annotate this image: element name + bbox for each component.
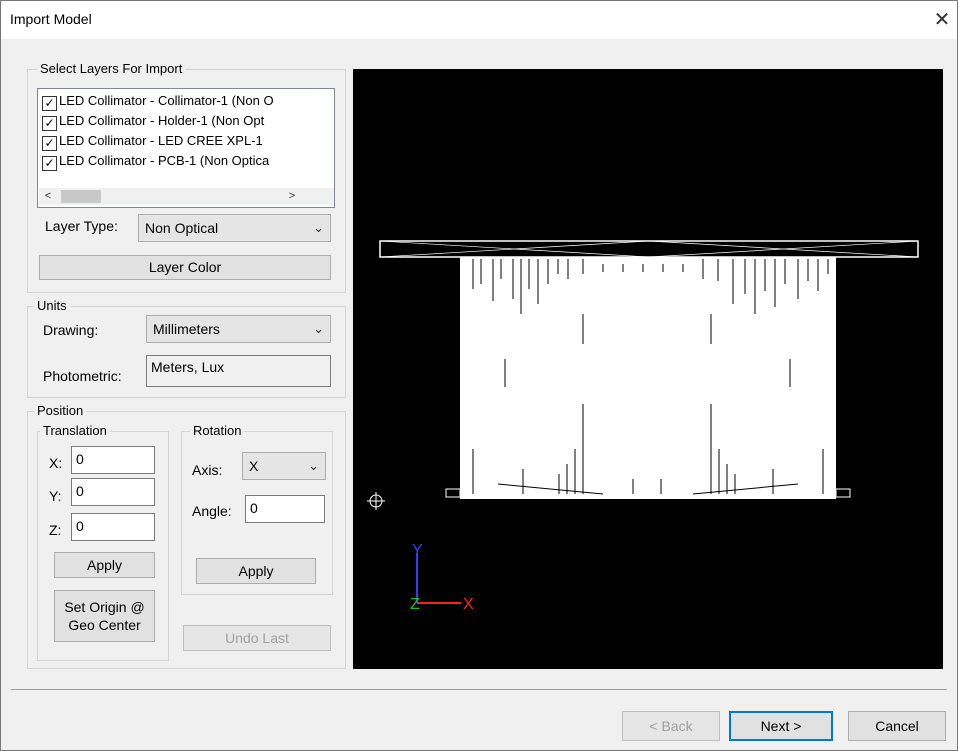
scroll-left-icon[interactable]: < <box>44 190 52 202</box>
translation-group: Translation <box>37 423 169 661</box>
list-item[interactable]: ✓ LED Collimator - LED CREE XPL-1 <box>42 131 263 151</box>
set-origin-label-line2: Geo Center <box>68 617 141 633</box>
rotation-group: Rotation <box>181 423 333 595</box>
layer-label: LED Collimator - PCB-1 (Non Optica <box>59 153 270 168</box>
translation-z-value: 0 <box>76 518 84 534</box>
rotation-angle-value: 0 <box>250 500 258 516</box>
close-icon[interactable]: ✕ <box>933 9 951 31</box>
next-label: Next > <box>760 718 802 734</box>
cancel-button[interactable]: Cancel <box>848 711 946 741</box>
rotation-axis-select[interactable]: X ⌄ <box>242 452 326 480</box>
layers-group: Select Layers For Import <box>27 61 346 293</box>
list-item[interactable]: ✓ LED Collimator - PCB-1 (Non Optica <box>42 151 269 171</box>
layer-label: LED Collimator - Collimator-1 (Non O <box>59 93 274 108</box>
photometric-units-value: Meters, Lux <box>151 359 225 375</box>
next-button[interactable]: Next > <box>729 711 833 741</box>
back-label: < Back <box>649 718 693 734</box>
checkbox[interactable]: ✓ <box>42 156 57 171</box>
z-label: Z: <box>49 522 62 538</box>
translation-group-label: Translation <box>40 423 110 438</box>
footer-separator <box>11 689 947 690</box>
chevron-down-icon: ⌄ <box>313 220 324 235</box>
rotation-apply-label: Apply <box>238 563 274 579</box>
body-hatching <box>472 259 829 495</box>
checkbox[interactable]: ✓ <box>42 136 57 151</box>
model-preview: Y X Z <box>367 240 919 613</box>
translation-x-input[interactable]: 0 <box>71 446 155 474</box>
photometric-label: Photometric: <box>43 368 122 384</box>
layer-type-select[interactable]: Non Optical ⌄ <box>138 214 331 242</box>
translation-x-value: 0 <box>76 451 84 467</box>
checkbox[interactable]: ✓ <box>42 96 57 111</box>
base-tab <box>835 488 851 498</box>
title-bar: Import Model ✕ <box>1 1 957 39</box>
scroll-right-icon[interactable]: > <box>288 190 296 202</box>
list-item[interactable]: ✓ LED Collimator - Holder-1 (Non Opt <box>42 111 264 131</box>
collimator-body <box>460 257 836 499</box>
chevron-down-icon: ⌄ <box>308 458 319 473</box>
translation-y-input[interactable]: 0 <box>71 478 155 506</box>
drawing-units-value: Millimeters <box>153 321 220 337</box>
cancel-label: Cancel <box>875 718 919 734</box>
units-group-label: Units <box>34 298 70 313</box>
base-tab <box>445 488 461 498</box>
flange-edge <box>648 240 919 258</box>
layers-group-label: Select Layers For Import <box>37 61 186 76</box>
set-origin-label-line1: Set Origin @ <box>64 599 145 615</box>
collimator-flange <box>379 240 919 258</box>
x-label: X: <box>49 455 63 471</box>
translation-z-input[interactable]: 0 <box>71 513 155 541</box>
position-group: Position <box>27 403 346 669</box>
horizontal-scrollbar[interactable]: < > <box>39 188 334 205</box>
units-group: Units <box>27 298 346 398</box>
window-title: Import Model <box>10 11 92 27</box>
drawing-units-select[interactable]: Millimeters ⌄ <box>146 315 331 343</box>
layer-type-label: Layer Type: <box>45 218 118 234</box>
y-label: Y: <box>49 488 62 504</box>
drawing-label: Drawing: <box>43 322 99 338</box>
scroll-thumb[interactable] <box>61 190 101 203</box>
set-origin-button[interactable]: Set Origin @ Geo Center <box>54 590 155 642</box>
undo-last-label: Undo Last <box>225 630 289 646</box>
axis-x-label: X <box>463 596 474 613</box>
photometric-units-field: Meters, Lux <box>146 355 331 387</box>
axis-y-label: Y <box>412 542 423 559</box>
angle-label: Angle: <box>192 503 232 519</box>
checkbox[interactable]: ✓ <box>42 116 57 131</box>
layer-label: LED Collimator - LED CREE XPL-1 <box>59 133 263 148</box>
translation-apply-button[interactable]: Apply <box>54 552 155 578</box>
rotation-axis-value: X <box>249 458 259 474</box>
layer-list[interactable]: ✓ LED Collimator - Collimator-1 (Non O ✓ L… <box>37 88 335 208</box>
translation-apply-label: Apply <box>86 557 123 573</box>
flange-edge <box>379 240 650 258</box>
layer-label: LED Collimator - Holder-1 (Non Opt <box>59 113 265 128</box>
undo-last-button[interactable]: Undo Last <box>183 625 331 651</box>
translation-y-value: 0 <box>76 483 84 499</box>
rotation-group-label: Rotation <box>190 423 245 438</box>
model-viewport[interactable]: Y X Z <box>353 69 943 669</box>
axis-z-label: Z <box>410 596 420 613</box>
layer-color-button[interactable]: Layer Color <box>39 255 331 280</box>
axis-label: Axis: <box>192 462 223 478</box>
position-group-label: Position <box>34 403 87 418</box>
layer-color-label: Layer Color <box>148 259 222 275</box>
list-item[interactable]: ✓ LED Collimator - Collimator-1 (Non O <box>42 91 274 111</box>
back-button[interactable]: < Back <box>622 711 720 741</box>
layer-type-value: Non Optical <box>145 220 219 236</box>
rotation-angle-input[interactable]: 0 <box>245 495 325 523</box>
chevron-down-icon: ⌄ <box>313 321 324 336</box>
rotation-apply-button[interactable]: Apply <box>196 558 316 584</box>
